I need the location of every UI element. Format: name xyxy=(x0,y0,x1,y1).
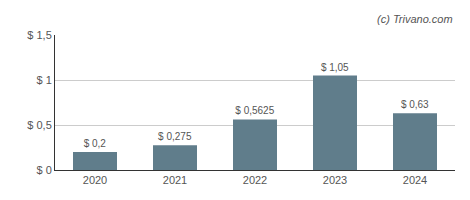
svg-text:2024: 2024 xyxy=(403,174,427,186)
svg-text:$ 0,5625: $ 0,5625 xyxy=(235,105,274,116)
svg-text:$ 0: $ 0 xyxy=(37,164,52,176)
svg-text:$ 0,63: $ 0,63 xyxy=(401,99,429,110)
svg-text:$ 0,2: $ 0,2 xyxy=(84,138,107,149)
svg-text:$ 1,05: $ 1,05 xyxy=(321,62,349,73)
svg-text:2020: 2020 xyxy=(83,174,107,186)
svg-text:$ 0,5: $ 0,5 xyxy=(27,119,51,131)
svg-text:$ 1,5: $ 1,5 xyxy=(27,29,51,41)
svg-text:2021: 2021 xyxy=(163,174,187,186)
svg-text:2023: 2023 xyxy=(323,174,347,186)
svg-text:$ 0,275: $ 0,275 xyxy=(158,131,192,142)
svg-text:$ 1: $ 1 xyxy=(37,74,52,86)
svg-text:(c) Trivano.com: (c) Trivano.com xyxy=(377,13,453,25)
svg-text:2022: 2022 xyxy=(243,174,267,186)
